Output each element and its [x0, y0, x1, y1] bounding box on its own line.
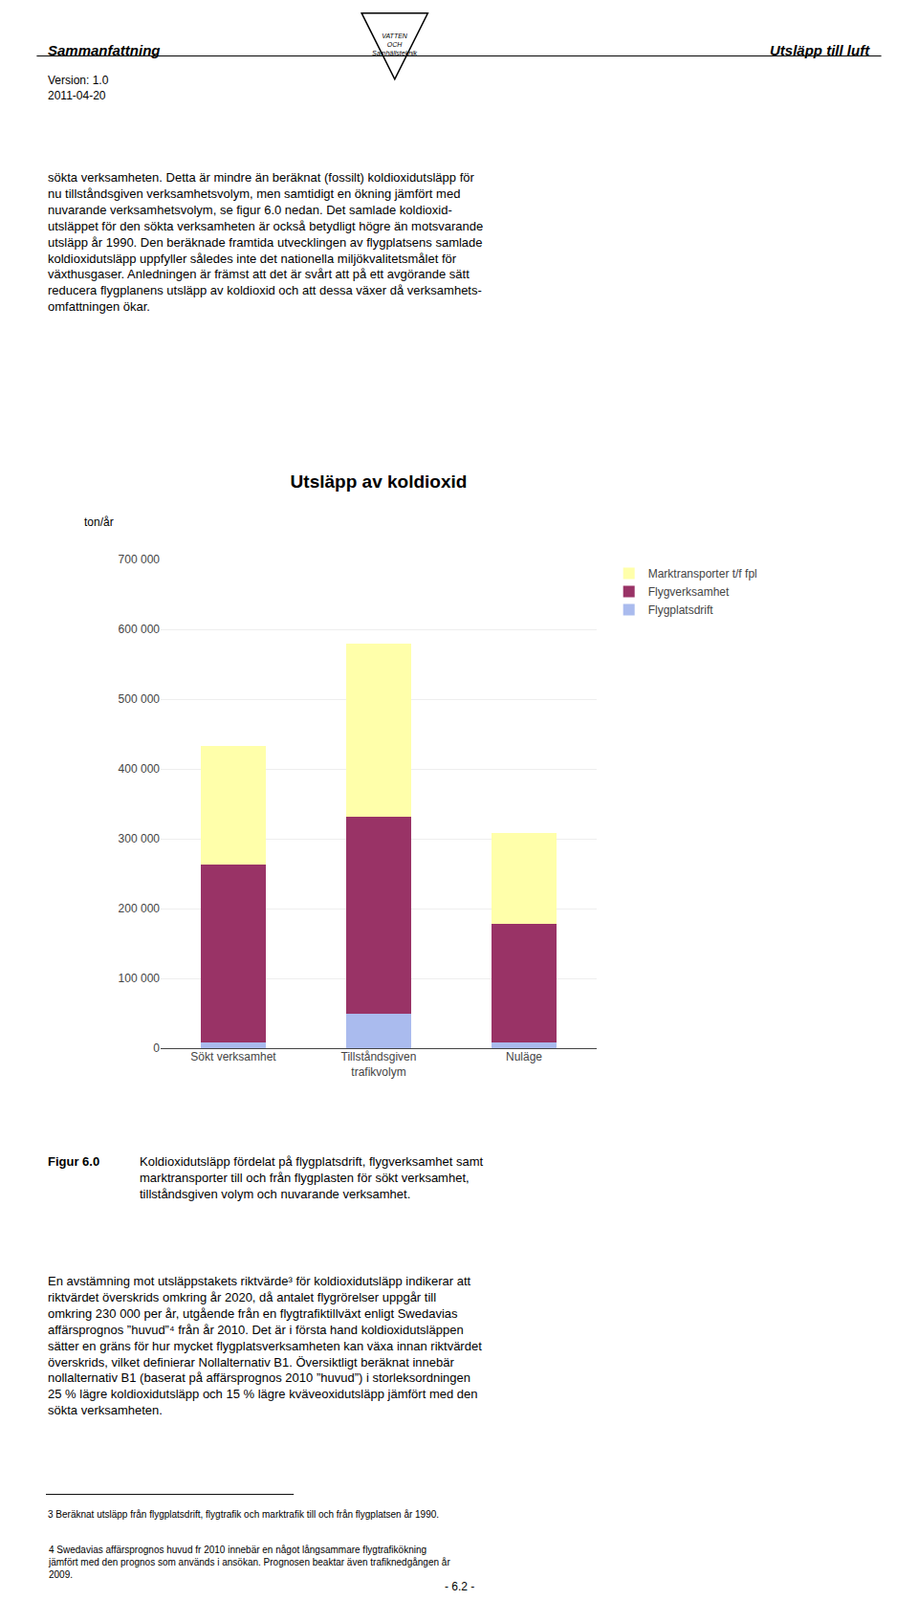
- svg-text:500 000: 500 000: [118, 692, 161, 706]
- svg-text:Flygplatsdrift: Flygplatsdrift: [648, 603, 715, 617]
- svg-text:Utsläpp av koldioxid: Utsläpp av koldioxid: [290, 471, 468, 492]
- svg-text:Figur 6.0: Figur 6.0: [47, 1154, 100, 1169]
- svg-text:4 Swedavias affärsprognos huvu: 4 Swedavias affärsprognos huvud fr 2010 …: [47, 1544, 451, 1580]
- svg-text:sökta verksamheten. Detta är m: sökta verksamheten. Detta är mindre än b…: [47, 170, 483, 314]
- svg-text:300 000: 300 000: [118, 831, 161, 846]
- svg-text:0: 0: [153, 1041, 160, 1055]
- svg-text:600 000: 600 000: [118, 622, 161, 636]
- svg-text:400 000: 400 000: [118, 762, 161, 776]
- svg-text:Marktransporter t/f fpl: Marktransporter t/f fpl: [648, 567, 758, 581]
- svg-text:- 6.2 -: - 6.2 -: [444, 1579, 475, 1594]
- svg-text:En avstämning mot utsläppstake: En avstämning mot utsläppstakets riktvär…: [47, 1273, 482, 1418]
- svg-text:Flygverksamhet: Flygverksamhet: [648, 585, 730, 599]
- svg-text:200 000: 200 000: [118, 901, 161, 916]
- svg-text:Koldioxidutsläpp fördelat på f: Koldioxidutsläpp fördelat på flygplatsdr…: [139, 1154, 484, 1202]
- svg-text:3 Beräknat utsläpp från flygpl: 3 Beräknat utsläpp från flygplatsdrift, …: [47, 1508, 439, 1520]
- svg-text:Nuläge: Nuläge: [505, 1049, 543, 1064]
- svg-text:Utsläpp till luft: Utsläpp till luft: [769, 42, 871, 59]
- svg-text:VATTENOCHSamhällsteknik: VATTENOCHSamhällsteknik: [371, 32, 418, 57]
- svg-text:Sökt verksamhet: Sökt verksamhet: [190, 1049, 277, 1064]
- svg-text:Version: 1.02011-04-20: Version: 1.02011-04-20: [47, 73, 110, 103]
- svg-text:Sammanfattning: Sammanfattning: [47, 42, 161, 59]
- svg-text:100 000: 100 000: [118, 971, 161, 985]
- svg-text:Tillståndsgiventrafikvolym: Tillståndsgiventrafikvolym: [341, 1049, 417, 1079]
- svg-text:700 000: 700 000: [118, 552, 161, 567]
- svg-text:ton/år: ton/år: [84, 515, 114, 529]
